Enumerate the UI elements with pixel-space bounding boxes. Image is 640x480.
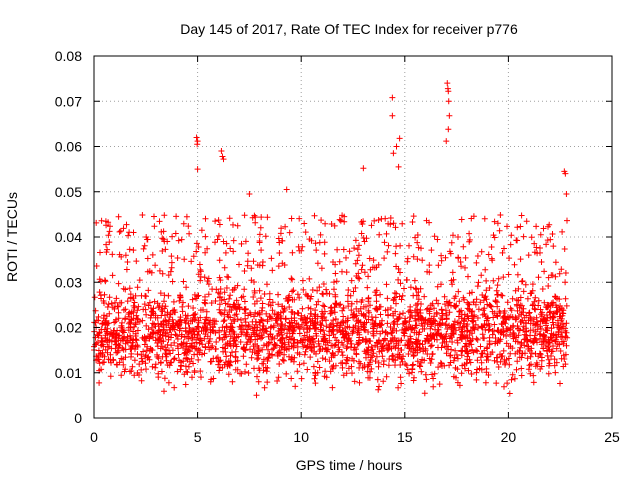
x-tick-label: 0 (90, 429, 98, 445)
outlier-point (444, 80, 451, 87)
x-tick-label: 15 (397, 429, 413, 445)
outlier-point (563, 191, 570, 198)
outlier-point (393, 143, 400, 150)
outlier-point (445, 126, 452, 133)
outlier-point (218, 148, 225, 155)
x-axis-label: GPS time / hours (296, 457, 403, 473)
data-points (91, 80, 571, 399)
outlier-point (562, 170, 569, 177)
y-tick-label: 0.06 (55, 139, 82, 155)
outlier-point (389, 94, 396, 101)
y-tick-label: 0.08 (55, 48, 82, 64)
y-tick-label: 0.04 (55, 229, 82, 245)
y-tick-label: 0.03 (55, 274, 82, 290)
axis-ticks: 0 5 10 15 20 25 0 0.01 0.02 0.03 0.04 0.05 0.06 0.07 0… (55, 48, 620, 445)
chart-title: Day 145 of 2017, Rate Of TEC Index for r… (180, 21, 518, 37)
scatter-points (91, 212, 571, 399)
y-tick-label: 0.02 (55, 320, 82, 336)
outlier-point (389, 112, 396, 119)
outlier-point (219, 153, 226, 160)
x-tick-label: 5 (194, 429, 202, 445)
outlier-point (193, 134, 200, 141)
grid-lines (94, 56, 612, 418)
x-tick-label: 25 (604, 429, 620, 445)
outlier-point (390, 150, 397, 157)
outlier-point (395, 163, 402, 170)
y-tick-label: 0.07 (55, 93, 82, 109)
outlier-point (246, 191, 253, 198)
outlier-point (445, 88, 452, 95)
outlier-point (194, 141, 201, 148)
y-tick-label: 0.01 (55, 365, 82, 381)
outlier-point (220, 156, 227, 163)
outlier-point (446, 112, 453, 119)
outlier-point (283, 186, 290, 193)
y-axis-label: ROTI / TECUs (4, 192, 20, 282)
y-tick-label: 0.05 (55, 184, 82, 200)
y-tick-label: 0 (74, 410, 82, 426)
outlier-point (443, 138, 450, 145)
x-tick-label: 20 (501, 429, 517, 445)
outlier-point (360, 165, 367, 172)
outlier-point (445, 98, 452, 105)
outlier-point (194, 166, 201, 173)
outlier-point (396, 135, 403, 142)
x-tick-label: 10 (293, 429, 309, 445)
